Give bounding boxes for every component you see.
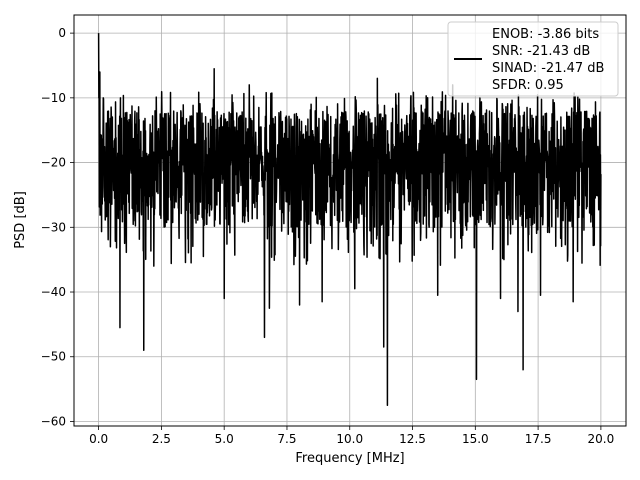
x-tick-label: 0.0 — [89, 432, 108, 446]
y-tick-label: −40 — [41, 285, 66, 299]
psd-line — [97, 33, 602, 407]
x-tick-label: 12.5 — [399, 432, 426, 446]
x-tick-label: 2.5 — [152, 432, 171, 446]
y-tick-label: 0 — [58, 26, 66, 40]
x-axis-ticks: 0.0 2.5 5.0 7.5 10.0 12.5 15.0 17.5 20.0 — [89, 426, 614, 446]
psd-trace — [97, 33, 602, 407]
y-tick-label: −20 — [41, 156, 66, 170]
x-axis-label: Frequency [MHz] — [295, 451, 404, 466]
legend-entry-enob: ENOB: -3.86 bits — [492, 27, 599, 42]
y-axis-ticks: 0 −10 −20 −30 −40 −50 −60 — [41, 26, 74, 428]
legend-box — [447, 21, 619, 97]
y-tick-label: −50 — [41, 350, 66, 364]
y-axis-label: PSD [dB] — [13, 191, 28, 249]
x-tick-label: 5.0 — [215, 432, 234, 446]
legend: ENOB: -3.86 bits SNR: -21.43 dB SINAD: -… — [447, 21, 619, 97]
legend-entry-sfdr: SFDR: 0.95 — [492, 78, 564, 93]
y-tick-label: −60 — [41, 414, 66, 428]
x-tick-label: 10.0 — [336, 432, 363, 446]
x-tick-label: 17.5 — [525, 432, 552, 446]
x-tick-label: 20.0 — [588, 432, 615, 446]
x-tick-label: 15.0 — [462, 432, 489, 446]
y-tick-label: −30 — [41, 220, 66, 234]
y-tick-label: −10 — [41, 91, 66, 105]
x-tick-label: 7.5 — [277, 432, 296, 446]
legend-entry-snr: SNR: -21.43 dB — [492, 44, 590, 59]
legend-entry-sinad: SINAD: -21.47 dB — [492, 61, 604, 76]
